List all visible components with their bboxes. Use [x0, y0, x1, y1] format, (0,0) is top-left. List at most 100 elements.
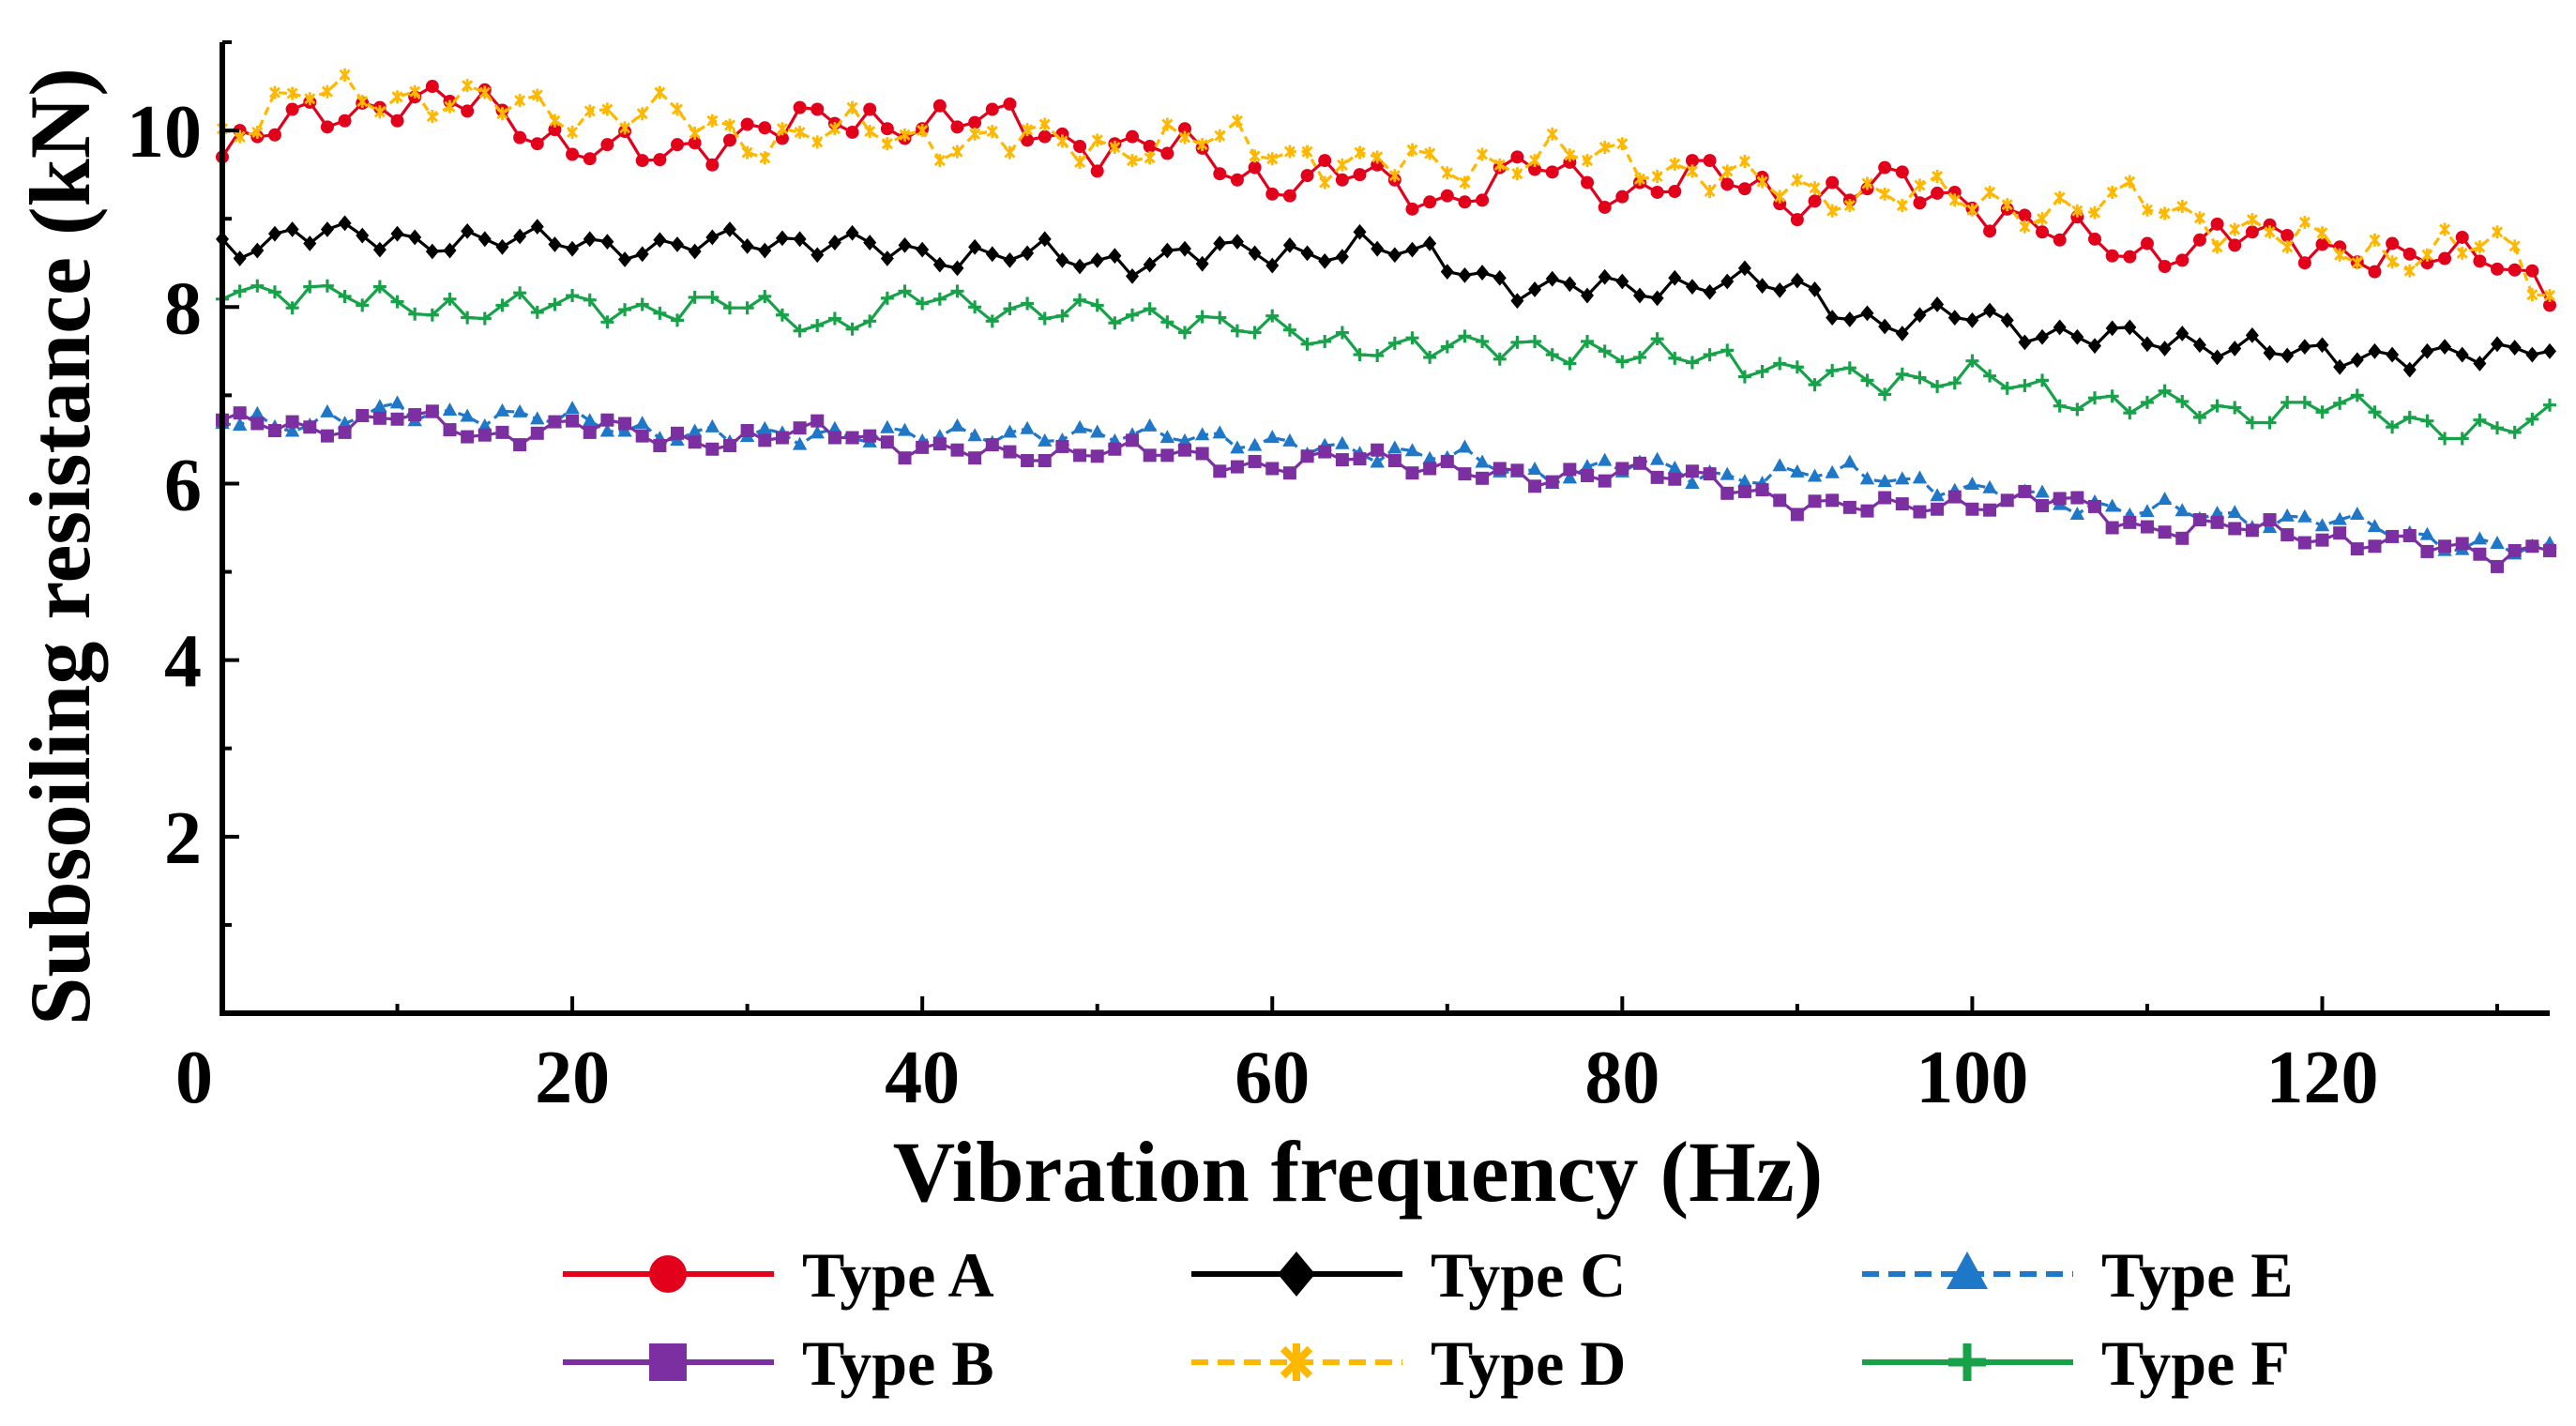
x-tick-label: 60: [1235, 1037, 1310, 1119]
data-point: [828, 122, 841, 136]
data-point: [530, 305, 544, 319]
data-point: [1423, 195, 1437, 209]
data-point: [1878, 160, 1892, 174]
data-point: [968, 300, 982, 314]
data-point: [1510, 463, 1524, 478]
y-tick-label: 4: [164, 621, 202, 704]
data-point: [1194, 427, 1210, 441]
data-point: [1405, 202, 1419, 216]
data-point: [583, 104, 596, 118]
data-point: [1353, 348, 1367, 362]
data-point: [2018, 379, 2032, 393]
data-point: [513, 228, 527, 245]
data-point: [705, 442, 720, 456]
data-point: [1842, 500, 1856, 514]
data-point: [635, 429, 649, 443]
data-point: [2386, 236, 2400, 250]
data-point: [477, 428, 492, 442]
data-point: [1720, 273, 1735, 290]
data-point: [1510, 150, 1524, 164]
data-point: [1984, 185, 1996, 199]
data-point: [706, 114, 719, 128]
data-point: [2158, 259, 2172, 273]
data-point: [1177, 432, 1192, 447]
data-point: [758, 242, 772, 259]
data-point: [1230, 173, 1244, 187]
data-point: [2000, 311, 2014, 328]
data-point: [2245, 225, 2259, 239]
data-point: [2158, 341, 2172, 356]
series-line: [221, 284, 2552, 441]
data-point: [916, 296, 930, 311]
data-point: [2368, 405, 2382, 419]
data-point: [1931, 502, 1945, 516]
data-point: [2455, 230, 2469, 244]
data-point: [2455, 346, 2469, 363]
data-point: [2367, 519, 2383, 533]
data-point: [566, 147, 580, 161]
data-point: [321, 84, 333, 99]
data-point: [950, 284, 964, 298]
data-point: [1808, 494, 1822, 508]
data-point: [1615, 355, 1629, 369]
data-point: [1178, 130, 1191, 144]
data-point: [478, 85, 491, 99]
data-point: [1528, 162, 1542, 176]
data-point: [2192, 410, 2206, 424]
data-point: [583, 413, 598, 427]
data-point: [1860, 373, 1874, 387]
data-point: [1144, 151, 1156, 165]
data-point: [2036, 328, 2050, 345]
data-point: [932, 99, 947, 113]
data-point: [1720, 466, 1735, 480]
data-point: [1213, 311, 1227, 325]
data-point: [250, 417, 265, 431]
data-point: [356, 298, 370, 312]
data-point: [880, 250, 894, 266]
data-point: [880, 291, 894, 305]
data-point: [2018, 334, 2032, 351]
data-point: [285, 102, 299, 116]
data-point: [1581, 154, 1594, 168]
data-point: [2543, 289, 2556, 303]
data-point: [1859, 471, 1875, 485]
legend-label: Type C: [1431, 1239, 1626, 1311]
data-point: [932, 437, 947, 451]
data-point: [1493, 269, 1507, 286]
data-point: [460, 408, 475, 422]
data-point: [425, 404, 439, 418]
data-point: [1457, 439, 1473, 453]
data-point: [1335, 326, 1349, 340]
data-point: [1300, 245, 1314, 262]
data-point: [950, 120, 964, 134]
data-point: [1685, 356, 1699, 370]
data-point: [444, 99, 456, 114]
data-point: [2140, 336, 2154, 353]
data-point: [1301, 144, 1313, 159]
data-point: [1476, 193, 1490, 207]
data-point: [339, 68, 351, 82]
x-tick-label: 20: [535, 1037, 610, 1119]
data-point: [2123, 250, 2137, 264]
data-point: [1266, 152, 1279, 166]
data-point: [1965, 354, 1979, 368]
data-point: [233, 284, 247, 298]
data-point: [1545, 475, 1559, 489]
x-tick-label: 40: [885, 1037, 960, 1119]
data-point: [634, 416, 650, 430]
data-point: [1265, 309, 1280, 323]
data-point: [2315, 337, 2329, 354]
data-point: [1003, 97, 1017, 111]
data-point: [390, 225, 404, 242]
data-point: [1808, 194, 1822, 208]
data-point: [601, 102, 614, 116]
data-point: [1214, 129, 1226, 143]
data-point: [1108, 248, 1122, 265]
data-point: [827, 311, 841, 326]
y-tick-label: 8: [164, 267, 202, 350]
data-point: [2193, 211, 2205, 225]
data-point: [2263, 513, 2277, 527]
data-point: [530, 411, 545, 425]
data-point: [461, 311, 475, 325]
data-point: [2297, 536, 2311, 550]
